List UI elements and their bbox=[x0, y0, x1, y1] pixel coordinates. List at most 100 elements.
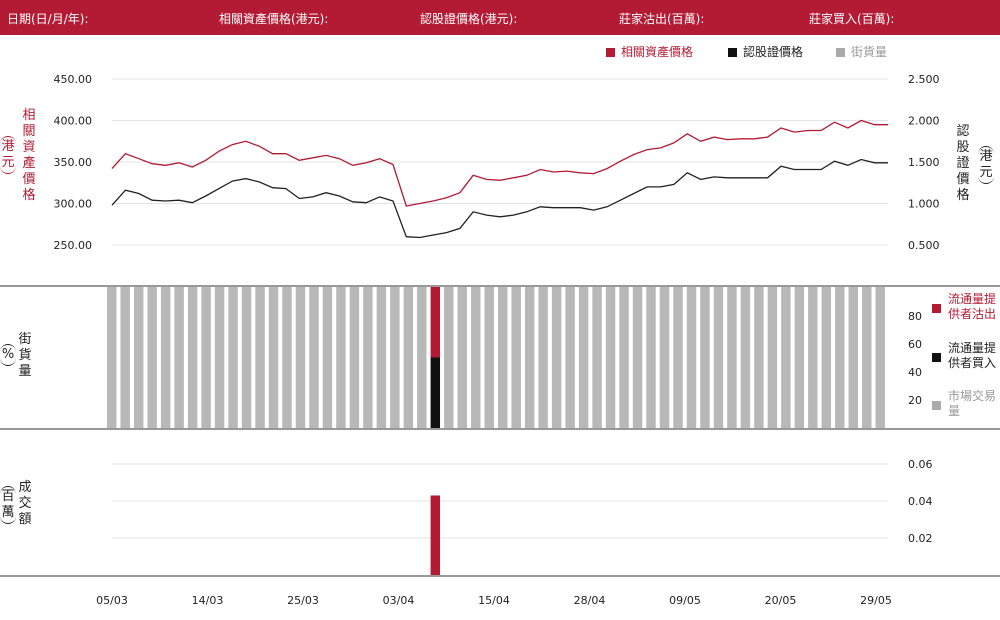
turnover-axis-label: 成交額 bbox=[18, 480, 32, 527]
outstanding-bar bbox=[349, 287, 360, 428]
date-label: 日期(日/月/年): bbox=[7, 12, 89, 26]
left-tick-label: 300.00 bbox=[54, 198, 93, 211]
outstanding-bar bbox=[551, 287, 562, 428]
outstanding-bar bbox=[295, 287, 306, 428]
outstanding-bar bbox=[794, 287, 805, 428]
side-legend-market[interactable]: 市場交易量 bbox=[932, 389, 1000, 419]
turnover-axis-title: 百萬 成交額 bbox=[0, 480, 40, 550]
outstanding-bar bbox=[403, 287, 414, 428]
info-header: 日期(日/月/年): 相關資產價格(港元): 認股證價格(港元): 莊家沽出(百… bbox=[0, 0, 1000, 35]
outstanding-bar bbox=[808, 287, 818, 428]
side-legend-lp-buy[interactable]: 流通量提供者買入 bbox=[932, 341, 1000, 371]
left-axis-label: 相關資產價格 bbox=[22, 108, 36, 203]
outstanding-bar bbox=[592, 287, 602, 428]
mm-buy-label: 莊家買入(百萬): bbox=[809, 12, 895, 26]
left-tick-label: 350.00 bbox=[54, 156, 93, 169]
outstanding-bar bbox=[781, 287, 791, 428]
outstanding-axis-label: 街貨量 bbox=[18, 332, 32, 379]
outstanding-bar bbox=[390, 287, 400, 428]
legend-warrant[interactable]: 認股證價格 bbox=[728, 43, 803, 60]
outstanding-bar bbox=[767, 287, 778, 428]
side-legend-lp-sell-label: 流通量提供者沽出 bbox=[948, 292, 997, 321]
right-axis-title: 認股證價格 港元 bbox=[955, 124, 1000, 234]
legend-warrant-label: 認股證價格 bbox=[743, 45, 804, 59]
side-legend-lp-buy-swatch bbox=[932, 353, 941, 362]
x-tick-label: 29/05 bbox=[860, 594, 892, 607]
outstanding-tick-label: 20 bbox=[908, 394, 922, 407]
x-tick-label: 05/03 bbox=[96, 594, 128, 607]
outstanding-bar bbox=[228, 287, 238, 428]
right-tick-label: 1.500 bbox=[908, 156, 940, 169]
right-tick-label: 2.500 bbox=[908, 73, 940, 86]
lp-sell-bar bbox=[430, 287, 441, 358]
outstanding-bar bbox=[538, 287, 548, 428]
outstanding-bar bbox=[700, 287, 710, 428]
outstanding-bar bbox=[336, 287, 346, 428]
turnover-tick-label: 0.06 bbox=[908, 458, 933, 471]
right-tick-label: 1.000 bbox=[908, 198, 940, 211]
outstanding-bar bbox=[632, 287, 643, 428]
outstanding-bar bbox=[282, 287, 292, 428]
x-tick-label: 15/04 bbox=[478, 594, 510, 607]
underlying-price-label: 相關資產價格(港元): bbox=[219, 12, 329, 26]
outstanding-bar bbox=[214, 287, 225, 428]
outstanding-bar bbox=[646, 287, 656, 428]
outstanding-bar bbox=[605, 287, 616, 428]
outstanding-bar bbox=[255, 287, 265, 428]
outstanding-bar bbox=[268, 287, 279, 428]
x-tick-label: 28/04 bbox=[574, 594, 606, 607]
outstanding-bar bbox=[133, 287, 144, 428]
left-tick-label: 450.00 bbox=[54, 73, 93, 86]
outstanding-bar bbox=[498, 287, 508, 428]
outstanding-bar bbox=[713, 287, 724, 428]
outstanding-bar bbox=[309, 287, 319, 428]
outstanding-bar bbox=[322, 287, 333, 428]
side-legend-lp-buy-label: 流通量提供者買入 bbox=[948, 341, 997, 370]
left-axis-title: 港元 相關資產價格 bbox=[0, 108, 40, 228]
legend-outstanding[interactable]: 街貨量 bbox=[836, 43, 887, 60]
outstanding-bar bbox=[376, 287, 387, 428]
outstanding-bar bbox=[484, 287, 494, 428]
x-tick-label: 20/05 bbox=[765, 594, 797, 607]
x-tick-label: 03/04 bbox=[383, 594, 415, 607]
outstanding-bar bbox=[147, 287, 157, 428]
outstanding-bar bbox=[673, 287, 683, 428]
outstanding-bar bbox=[241, 287, 252, 428]
outstanding-bar bbox=[578, 287, 589, 428]
outstanding-bar bbox=[740, 287, 751, 428]
x-tick-label: 09/05 bbox=[669, 594, 701, 607]
side-legend-market-label: 市場交易量 bbox=[948, 389, 997, 418]
warrant-price-label: 認股證價格(港元): bbox=[420, 12, 518, 26]
legend-warrant-swatch bbox=[728, 48, 737, 57]
legend-underlying-label: 相關資產價格 bbox=[621, 45, 694, 59]
right-axis-unit: 港元 bbox=[978, 146, 994, 184]
outstanding-tick-label: 40 bbox=[908, 366, 922, 379]
outstanding-axis-unit: % bbox=[0, 344, 16, 366]
side-legend-lp-sell-swatch bbox=[932, 304, 941, 313]
outstanding-bar bbox=[862, 287, 872, 428]
left-tick-label: 250.00 bbox=[54, 239, 93, 252]
outstanding-bar bbox=[848, 287, 858, 428]
warrant-price-line bbox=[111, 158, 888, 239]
x-tick-label: 14/03 bbox=[192, 594, 224, 607]
outstanding-bar bbox=[120, 287, 130, 428]
outstanding-bar bbox=[457, 287, 467, 428]
outstanding-bar bbox=[686, 287, 697, 428]
right-tick-label: 2.000 bbox=[908, 115, 940, 128]
side-legend-market-swatch bbox=[932, 401, 941, 410]
outstanding-bar bbox=[160, 287, 171, 428]
outstanding-bar bbox=[619, 287, 629, 428]
side-legend-lp-sell[interactable]: 流通量提供者沽出 bbox=[932, 292, 1000, 322]
legend-underlying[interactable]: 相關資產價格 bbox=[606, 43, 693, 60]
outstanding-bar bbox=[201, 287, 211, 428]
turnover-tick-label: 0.02 bbox=[908, 532, 933, 545]
turnover-bar bbox=[430, 495, 441, 575]
legend-underlying-swatch bbox=[606, 48, 615, 57]
outstanding-bar bbox=[835, 287, 845, 428]
x-tick-label: 25/03 bbox=[287, 594, 319, 607]
legend-outstanding-label: 街貨量 bbox=[851, 45, 888, 59]
outstanding-bar bbox=[754, 287, 764, 428]
outstanding-bar bbox=[107, 287, 117, 428]
turnover-axis-unit: 百萬 bbox=[0, 486, 16, 524]
